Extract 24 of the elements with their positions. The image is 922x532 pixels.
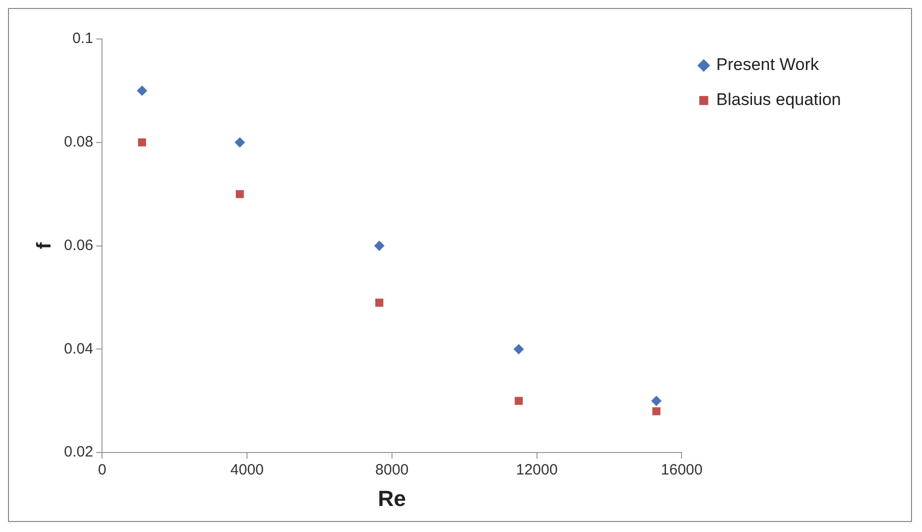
x-tick-label: 0 bbox=[98, 462, 106, 479]
y-tick-label: 0.1 bbox=[72, 30, 94, 48]
x-tick-label: 4000 bbox=[230, 462, 264, 479]
point bbox=[234, 137, 245, 148]
y-tick-label: 0.04 bbox=[64, 340, 94, 358]
x-tick-label: 8000 bbox=[375, 462, 409, 479]
y-tick-label: 0.02 bbox=[64, 444, 94, 461]
legend-label: Blasius equation bbox=[716, 90, 842, 110]
y-tick-label: 0.06 bbox=[64, 236, 94, 254]
legend-label: Present Work bbox=[716, 55, 820, 74]
y-tick-label: 0.08 bbox=[64, 134, 94, 151]
point bbox=[375, 298, 384, 307]
point bbox=[514, 396, 523, 405]
x-tick-label: 12000 bbox=[516, 462, 558, 479]
point bbox=[374, 240, 384, 251]
point bbox=[651, 396, 662, 406]
point bbox=[514, 344, 524, 354]
point bbox=[137, 86, 148, 96]
point bbox=[652, 407, 660, 416]
x-tick-label: 16000 bbox=[660, 462, 703, 479]
y-axis-title: f bbox=[34, 242, 56, 250]
x-axis-title: Re bbox=[378, 486, 406, 511]
point bbox=[236, 190, 244, 198]
point bbox=[138, 138, 146, 146]
